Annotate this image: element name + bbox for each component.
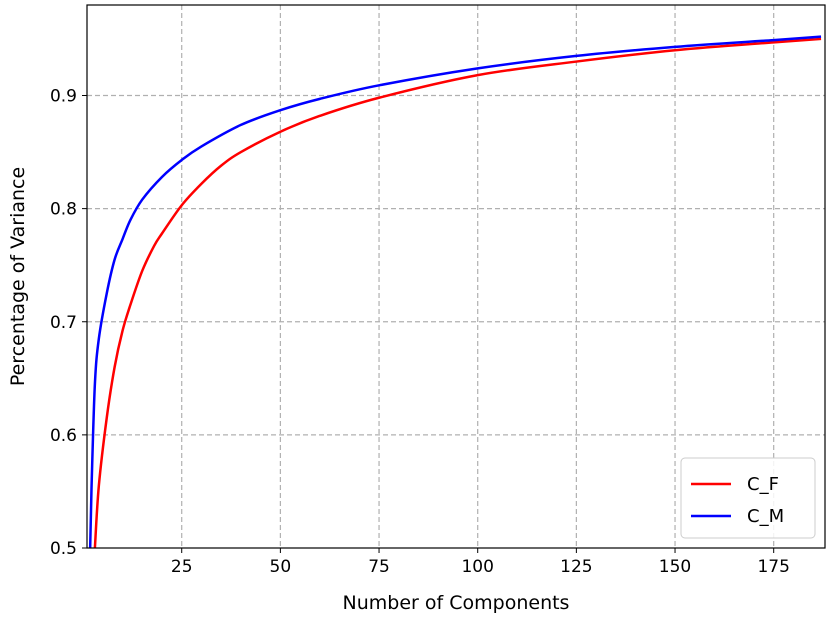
series-line-c-m [88,35,822,548]
y-axis-title: Percentage of Variance [7,167,29,386]
legend-label: C_F [747,474,779,495]
y-tick-label: 0.8 [50,200,77,220]
x-tick-label: 25 [171,557,193,577]
axis-ticks: 25 50 75 100 125 150 175 0.5 0.6 0.7 0.8 0.9 [50,87,790,578]
plot-series [88,35,822,548]
x-tick-label: 50 [270,557,292,577]
x-tick-label: 150 [659,557,691,577]
x-axis-title: Number of Components [343,592,570,614]
plot-area-frame [86,4,826,549]
x-tick-label: 125 [560,557,592,577]
legend-label: C_M [747,506,784,527]
x-tick-label: 100 [461,557,493,577]
y-tick-label: 0.9 [50,87,77,107]
x-tick-label: 175 [757,557,789,577]
y-tick-label: 0.6 [50,426,77,446]
y-tick-label: 0.5 [50,539,77,559]
legend-box [680,457,816,539]
series-line-c-f [93,37,822,548]
y-tick-label: 0.7 [50,313,77,333]
x-tick-label: 75 [368,557,390,577]
legend: C_F C_M [680,457,816,539]
